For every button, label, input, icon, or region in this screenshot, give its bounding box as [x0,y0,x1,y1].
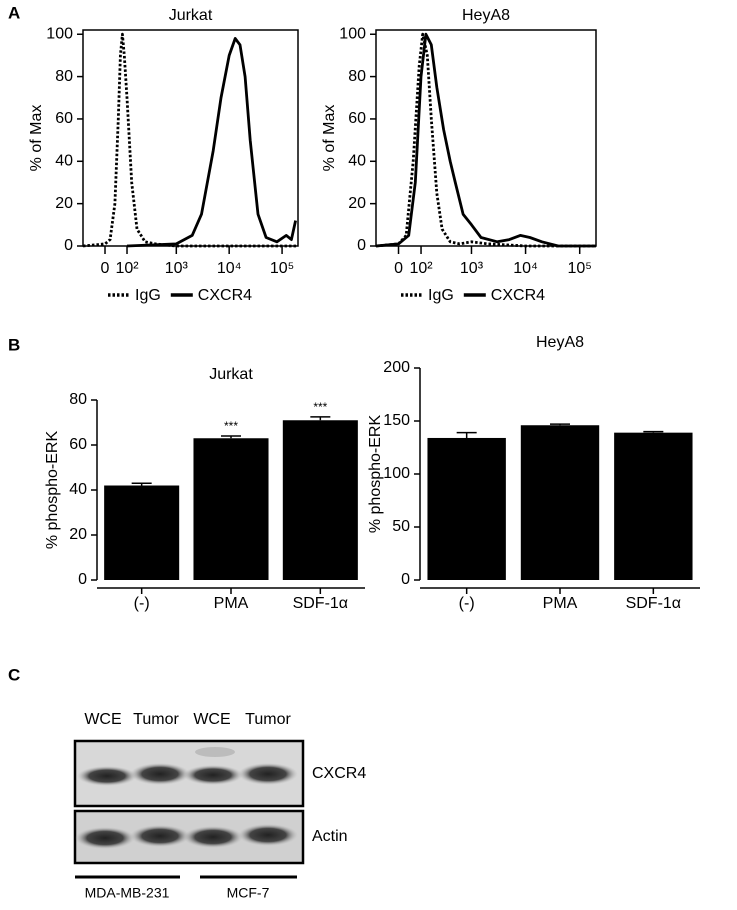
group-label: MDA-MB-231 [85,885,170,901]
bar [427,437,506,580]
band [77,766,137,786]
band [130,825,190,847]
significance: *** [313,400,327,414]
band [238,824,298,846]
y-tick-label: 60 [348,110,366,127]
x-tick-label: 0 [394,260,403,277]
y-tick-label: 100 [383,465,410,482]
band [75,827,135,849]
band-label: Actin [312,828,348,845]
y-tick-label: 80 [69,391,87,408]
y-tick-label: 20 [55,195,73,212]
y-axis-label: % phospho-ERK [44,431,61,550]
bar [193,438,269,580]
lane-label: WCE [193,711,230,728]
legend-label: CXCR4 [491,287,545,304]
band-label: CXCR4 [312,765,366,782]
x-tick-label: 10⁵ [567,260,591,277]
y-axis-label: % phospho-ERK [367,415,384,534]
y-tick-label: 200 [383,359,410,376]
error-bar [221,435,241,439]
error-bar [550,423,570,426]
y-tick-label: 0 [401,571,410,588]
y-axis-label: % of Max [28,105,45,172]
bar [282,420,358,580]
lane-label: WCE [84,711,121,728]
x-tick-label: PMA [214,595,249,612]
y-tick-label: 40 [348,153,366,170]
western-blot: WCE Tumor WCE Tumor CXCR4 Actin MDA-MB-2… [73,711,366,901]
y-tick-label: 60 [55,110,73,127]
chart-title: HeyA8 [536,334,584,351]
series-line [375,32,596,248]
error-bar [131,482,152,486]
x-tick-label: 10³ [165,260,189,277]
x-tick-label: 10⁴ [513,260,538,277]
bar [614,432,693,580]
error-bar [643,430,664,433]
error-bar [310,416,331,421]
legend-label: IgG [428,287,454,304]
lane-label: Tumor [245,711,291,728]
plot-frame [82,29,299,247]
x-tick-label: PMA [543,595,578,612]
x-tick-label: (-) [459,595,475,612]
legend-label: IgG [135,287,161,304]
plot-frame [375,29,597,247]
band [130,763,190,785]
y-tick-label: 0 [357,237,366,254]
x-tick-label: 10⁴ [217,260,242,277]
x-tick-label: 10⁵ [270,260,294,277]
x-tick-label: 10² [115,260,139,277]
y-tick-label: 40 [55,153,73,170]
y-tick-label: 0 [78,571,87,588]
y-tick-label: 0 [64,237,73,254]
x-tick-label: 10² [409,260,433,277]
error-bar [456,431,477,438]
x-tick-label: 10³ [460,260,484,277]
chart-title: Jurkat [169,7,213,24]
panel-letter: A [8,3,20,22]
x-tick-label: (-) [134,595,150,612]
band [238,763,298,785]
x-tick-label: SDF-1α [626,595,681,612]
bar [104,485,180,580]
group-label: MCF-7 [227,885,270,901]
series-line [375,32,596,248]
y-tick-label: 20 [69,526,87,543]
panel-letter: C [8,665,20,684]
series-line [126,37,297,248]
y-tick-label: 20 [348,195,366,212]
band [183,826,243,848]
y-tick-label: 50 [392,518,410,535]
x-tick-label: 0 [101,260,110,277]
legend-label: CXCR4 [198,287,252,304]
y-tick-label: 80 [55,68,73,85]
chart-title: Jurkat [209,366,253,383]
y-axis-label: % of Max [321,105,338,172]
significance: *** [224,419,238,433]
y-tick-label: 150 [383,412,410,429]
panel-letter: B [8,335,20,354]
x-tick-label: SDF-1α [293,595,348,612]
series-line [82,32,298,248]
y-tick-label: 40 [69,481,87,498]
chart-title: HeyA8 [462,7,510,24]
band [195,747,235,757]
lane-label: Tumor [133,711,179,728]
bar [520,425,600,580]
y-tick-label: 80 [348,68,366,85]
y-tick-label: 60 [69,436,87,453]
band [183,765,243,785]
y-tick-label: 100 [339,25,366,42]
y-tick-label: 100 [46,25,73,42]
